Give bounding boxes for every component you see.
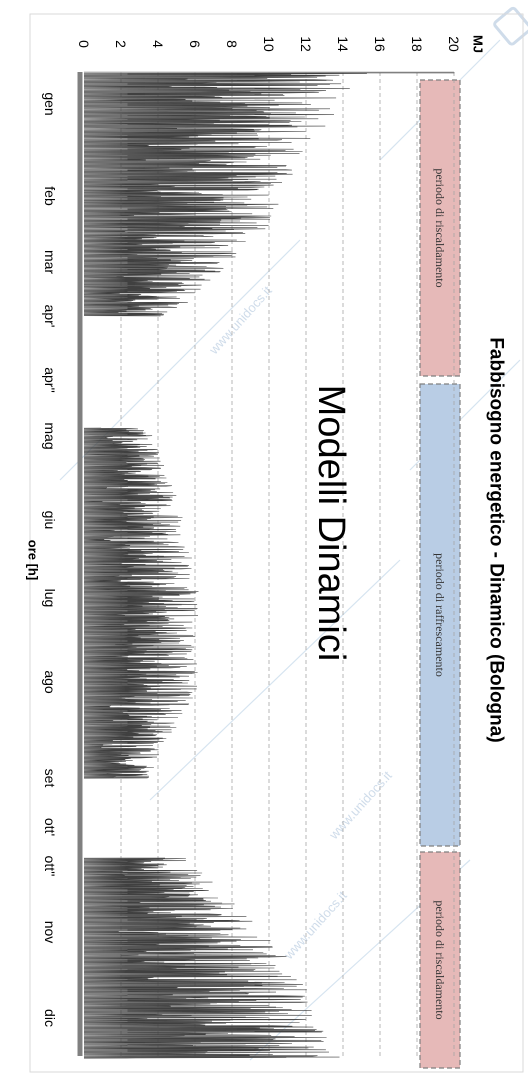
watermark-text: www.unidocs.it xyxy=(280,888,350,963)
x-tick-label: apr' xyxy=(42,305,58,328)
x-tick-label: set xyxy=(42,769,58,788)
watermark-line xyxy=(149,559,401,801)
watermark-text: www.unidocs.it xyxy=(325,768,395,843)
text-layer: Fabbisogno energetico - Dinamico (Bologn… xyxy=(310,337,507,742)
axis-layer: 0 2 4 6 8 10 12 14 16 18 20 MJ gen feb mar apr' apr'' mag… xyxy=(26,13,524,1073)
x-tick-label: giu xyxy=(42,511,58,530)
x-tick-label: ott' xyxy=(42,818,58,836)
x-tick-label: ago xyxy=(42,670,58,694)
x-tick-label: feb xyxy=(42,186,58,206)
x-tick-label: gen xyxy=(42,92,58,115)
series-line-segment xyxy=(83,71,455,317)
y-tick-label: 6 xyxy=(187,40,203,48)
period-band xyxy=(419,383,461,847)
watermark-logo-shape xyxy=(493,6,528,46)
period-bands: periodo di riscaldamento periodo di raffr… xyxy=(419,79,461,1069)
plot-frame xyxy=(29,13,524,1073)
x-axis-label: ore [h] xyxy=(26,540,41,580)
period-label: periodo di raffrescamento xyxy=(433,553,447,677)
period-label: periodo di riscaldamento xyxy=(433,900,447,1019)
y-tick-label: 0 xyxy=(76,40,92,48)
x-tick-label: ott'' xyxy=(42,856,58,877)
y-tick-label: 12 xyxy=(298,36,314,52)
y-tick-label: 14 xyxy=(335,36,351,52)
x-tick-label: nov xyxy=(42,921,58,944)
watermark-text: www.unidocs.it xyxy=(205,283,275,358)
series-line-segment xyxy=(83,857,340,1059)
y-tick-label: 18 xyxy=(409,36,425,52)
x-tick-label: mag xyxy=(42,422,58,449)
series-layer xyxy=(83,71,455,1059)
y-tick-label: 8 xyxy=(224,40,240,48)
overlay-text: Modelli Dinamici xyxy=(310,385,352,662)
x-tick-label: mar xyxy=(42,250,58,274)
y-tick-label: 16 xyxy=(372,36,388,52)
x-tick-label: apr'' xyxy=(42,367,58,393)
watermark-logo xyxy=(493,6,528,46)
y-tick-label: 10 xyxy=(261,36,277,52)
y-tick-label: 2 xyxy=(113,40,129,48)
series-line-segment xyxy=(83,427,199,779)
y-tick-label: 20 xyxy=(446,36,462,52)
x-tick-label: lug xyxy=(42,589,58,608)
chart-title: Fabbisogno energetico - Dinamico (Bologn… xyxy=(486,337,507,742)
period-band xyxy=(419,79,461,377)
y-axis-unit: MJ xyxy=(471,35,486,53)
period-band xyxy=(419,851,461,1069)
period-label: periodo di riscaldamento xyxy=(433,168,447,287)
x-tick-label: dic xyxy=(42,1009,58,1027)
y-tick-label: 4 xyxy=(150,40,166,48)
